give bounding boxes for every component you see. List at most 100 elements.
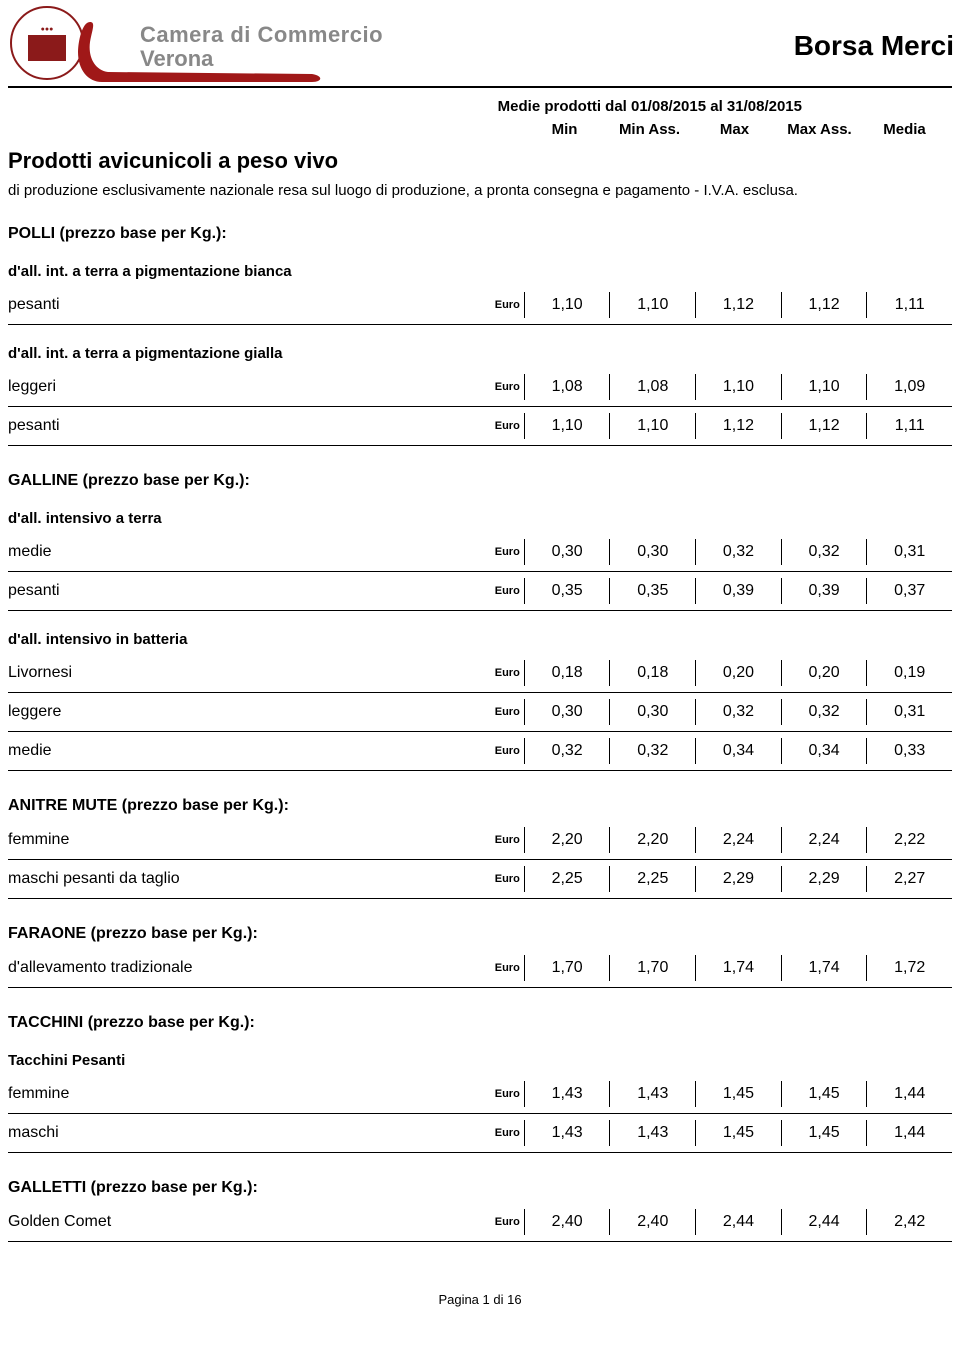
cell-value: 0,39	[781, 578, 867, 604]
cell-value: 0,34	[781, 738, 867, 764]
row-unit: Euro	[476, 667, 524, 679]
cell-value: 1,70	[609, 955, 695, 981]
table-row: d'allevamento tradizionaleEuro1,701,701,…	[8, 949, 952, 988]
row-label: leggere	[8, 703, 476, 721]
group-title: GALLETTI (prezzo base per Kg.):	[8, 1179, 952, 1197]
cell-value: 2,42	[866, 1209, 952, 1235]
cell-value: 1,12	[781, 413, 867, 439]
cell-value: 1,08	[609, 374, 695, 400]
cell-value: 0,32	[695, 539, 781, 565]
row-unit: Euro	[476, 1216, 524, 1228]
col-min-ass: Min Ass.	[607, 121, 692, 138]
row-unit: Euro	[476, 299, 524, 311]
row-unit: Euro	[476, 706, 524, 718]
cell-value: 2,22	[866, 827, 952, 853]
row-label: medie	[8, 742, 476, 760]
cell-value: 2,27	[866, 866, 952, 892]
cell-value: 1,45	[781, 1081, 867, 1107]
cell-value: 1,10	[609, 292, 695, 318]
section-desc: di produzione esclusivamente nazionale r…	[8, 182, 952, 199]
cell-value: 1,72	[866, 955, 952, 981]
groups-container: POLLI (prezzo base per Kg.): d'all. int. …	[8, 225, 952, 1242]
cell-value: 0,30	[524, 539, 610, 565]
cell-value: 0,18	[524, 660, 610, 686]
cell-value: 1,12	[695, 292, 781, 318]
table-row: maschiEuro1,431,431,451,451,44	[8, 1114, 952, 1153]
cell-value: 2,44	[781, 1209, 867, 1235]
cell-value: 0,33	[866, 738, 952, 764]
cell-value: 1,10	[781, 374, 867, 400]
row-label: pesanti	[8, 582, 476, 600]
cell-value: 2,44	[695, 1209, 781, 1235]
table-row: pesantiEuro0,350,350,390,390,37	[8, 572, 952, 611]
page-title: Borsa Merci	[794, 30, 954, 62]
cell-value: 1,43	[609, 1081, 695, 1107]
cell-value: 0,31	[866, 699, 952, 725]
cell-value: 1,08	[524, 374, 610, 400]
cell-value: 1,12	[695, 413, 781, 439]
row-unit: Euro	[476, 1127, 524, 1139]
cell-value: 2,40	[609, 1209, 695, 1235]
subgroup-title: d'all. int. a terra a pigmentazione bian…	[8, 263, 952, 280]
cell-value: 0,18	[609, 660, 695, 686]
cell-value: 1,43	[524, 1081, 610, 1107]
col-max-ass: Max Ass.	[777, 121, 862, 138]
cell-value: 1,43	[609, 1120, 695, 1146]
cell-value: 2,29	[695, 866, 781, 892]
cell-value: 1,10	[524, 413, 610, 439]
cell-value: 1,10	[695, 374, 781, 400]
cell-value: 1,70	[524, 955, 610, 981]
cell-value: 1,45	[695, 1120, 781, 1146]
subgroup-title: Tacchini Pesanti	[8, 1052, 952, 1069]
row-label: maschi pesanti da taglio	[8, 870, 476, 888]
cell-value: 0,37	[866, 578, 952, 604]
row-label: medie	[8, 543, 476, 561]
cell-value: 2,20	[609, 827, 695, 853]
cell-value: 0,32	[781, 699, 867, 725]
table-row: leggereEuro0,300,300,320,320,31	[8, 693, 952, 732]
cell-value: 1,74	[781, 955, 867, 981]
cell-value: 1,09	[866, 374, 952, 400]
group-title: ANITRE MUTE (prezzo base per Kg.):	[8, 797, 952, 815]
col-min: Min	[522, 121, 607, 138]
page-footer: Pagina 1 di 16	[0, 1292, 960, 1317]
table-row: pesantiEuro1,101,101,121,121,11	[8, 407, 952, 446]
cell-value: 2,24	[695, 827, 781, 853]
column-headers: Min Min Ass. Max Max Ass. Media	[8, 121, 952, 138]
cell-value: 1,44	[866, 1081, 952, 1107]
group-title: TACCHINI (prezzo base per Kg.):	[8, 1014, 952, 1032]
cell-value: 2,25	[524, 866, 610, 892]
cell-value: 0,20	[781, 660, 867, 686]
cell-value: 2,25	[609, 866, 695, 892]
cell-value: 0,30	[524, 699, 610, 725]
cell-value: 1,11	[866, 413, 952, 439]
row-label: maschi	[8, 1124, 476, 1142]
col-media: Media	[862, 121, 947, 138]
table-row: maschi pesanti da taglioEuro2,252,252,29…	[8, 860, 952, 899]
cell-value: 1,10	[524, 292, 610, 318]
cell-value: 0,20	[695, 660, 781, 686]
row-label: pesanti	[8, 296, 476, 314]
cell-value: 2,24	[781, 827, 867, 853]
cell-value: 0,35	[609, 578, 695, 604]
page-content: Medie prodotti dal 01/08/2015 al 31/08/2…	[0, 98, 960, 1242]
cell-value: 1,74	[695, 955, 781, 981]
cell-value: 0,32	[695, 699, 781, 725]
cell-value: 1,43	[524, 1120, 610, 1146]
cell-value: 1,44	[866, 1120, 952, 1146]
cell-value: 0,31	[866, 539, 952, 565]
row-unit: Euro	[476, 546, 524, 558]
row-unit: Euro	[476, 420, 524, 432]
row-label: femmine	[8, 1085, 476, 1103]
cell-value: 0,32	[524, 738, 610, 764]
page-header: ●●● Camera di Commercio Verona Borsa Mer…	[0, 0, 960, 80]
section-title: Prodotti avicunicoli a peso vivo	[8, 148, 952, 174]
row-unit: Euro	[476, 585, 524, 597]
cell-value: 0,30	[609, 699, 695, 725]
row-label: pesanti	[8, 417, 476, 435]
col-max: Max	[692, 121, 777, 138]
row-unit: Euro	[476, 745, 524, 757]
group-title: POLLI (prezzo base per Kg.):	[8, 225, 952, 243]
table-row: LivornesiEuro0,180,180,200,200,19	[8, 654, 952, 693]
subgroup-title: d'all. intensivo in batteria	[8, 631, 952, 648]
